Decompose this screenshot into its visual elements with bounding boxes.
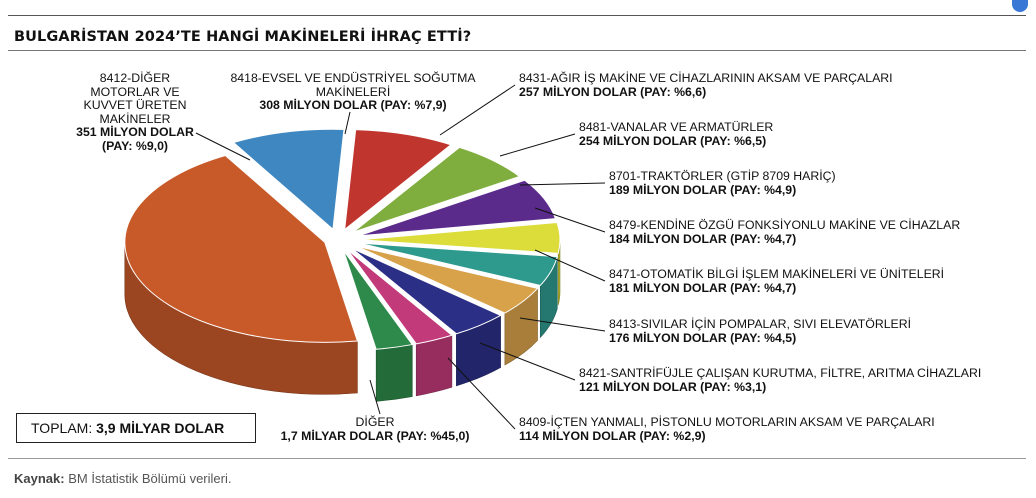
slice-value: 1,7 MİLYAR DOLAR (PAY: %45,0): [280, 428, 470, 443]
slice-value: 176 MİLYON DOLAR (PAY: %4,5): [609, 330, 797, 345]
leader-line: [479, 342, 576, 381]
leader-line: [195, 132, 251, 161]
total-label: TOPLAM:: [31, 420, 93, 436]
slice-side: [415, 334, 453, 397]
slice-9: [343, 250, 414, 350]
slice-5: [358, 242, 558, 287]
leader-line: [534, 249, 606, 282]
slice-name: 8471-OTOMATİK BİLGİ İŞLEM MAKİNELERİ VE …: [609, 267, 945, 281]
source-note: Kaynak: BM İstatistik Bölümü verileri.: [14, 471, 231, 486]
slice-value: 351 MİLYON DOLAR: [76, 125, 194, 139]
slice-share: (PAY: %9,0): [101, 138, 169, 153]
title-rule: [8, 50, 1026, 51]
slice-0: [232, 128, 345, 231]
source-rule: [8, 458, 1026, 459]
slice-label-8409: 8409-İÇTEN YANMALI, PİSTONLU MOTORLARIN …: [519, 415, 959, 443]
slice-1: [344, 129, 452, 231]
slice-name: 8409-İÇTEN YANMALI, PİSTONLU MOTORLARIN …: [519, 415, 935, 429]
slice-name: 8412-DİĞER MOTORLAR VE KUVVET ÜRETEN MAK…: [83, 71, 187, 126]
leader-line: [534, 207, 606, 233]
slice-value: 257 MİLYON DOLAR (PAY: %6,6): [519, 84, 707, 99]
slice-6: [356, 245, 539, 314]
pie-tops: [124, 128, 561, 350]
slice-name: 8701-TRAKTÖRLER (GTİP 8709 HARİÇ): [609, 169, 836, 183]
slice-label-8421: 8421-SANTRİFÜJLE ÇALIŞAN KURUTMA, FİLTRE…: [579, 366, 1019, 394]
slice-3: [358, 179, 557, 237]
slice-label-8412: 8412-DİĞER MOTORLAR VE KUVVET ÜRETEN MAK…: [66, 71, 204, 153]
slice-8: [347, 249, 453, 345]
leader-line: [519, 317, 606, 332]
slice-name: 8421-SANTRİFÜJLE ÇALIŞAN KURUTMA, FİLTRE…: [579, 366, 982, 380]
leader-line: [344, 111, 351, 135]
slice-value: 189 MİLYON DOLAR (PAY: %4,9): [609, 182, 797, 197]
slice-side: [375, 344, 413, 402]
leader-line: [439, 84, 516, 136]
leader-line: [447, 357, 516, 430]
slice-value: 121 MİLYON DOLAR (PAY: %3,1): [579, 379, 767, 394]
chart-title: BULGARİSTAN 2024’TE HANGİ MAKİNELERİ İHR…: [14, 29, 472, 45]
slice-label-8418: 8418-EVSEL VE ENDÜSTRİYEL SOĞUTMA MAKİNE…: [228, 71, 478, 113]
slice-name: 8481-VANALAR VE ARMATÜRLER: [579, 120, 774, 134]
slice-name: DİĞER: [355, 415, 395, 429]
slice-2: [353, 146, 521, 233]
pie-sides: [124, 239, 561, 402]
slice-name: 8431-AĞIR İŞ MAKİNE VE CİHAZLARININ AKSA…: [519, 71, 893, 85]
slice-name: 8413-SIVILAR İÇİN POMPALAR, SIVI ELEVATÖ…: [609, 317, 912, 331]
slice-7: [351, 248, 502, 335]
slice-value: 308 MİLYON DOLAR (PAY: %7,9): [259, 98, 447, 112]
slice-label-8431: 8431-AĞIR İŞ MAKİNE VE CİHAZLARININ AKSA…: [519, 71, 939, 99]
slice-name: 8418-EVSEL VE ENDÜSTRİYEL SOĞUTMA MAKİNE…: [230, 71, 476, 99]
slice-name: 8479-KENDİNE ÖZGÜ FONKSİYONLU MAKİNE VE …: [609, 218, 961, 232]
source-text: BM İstatistik Bölümü verileri.: [68, 471, 232, 486]
corner-accent-dot: [1012, 0, 1028, 12]
slice-label-8471: 8471-OTOMATİK BİLGİ İŞLEM MAKİNELERİ VE …: [609, 267, 1029, 295]
total-box: TOPLAM: 3,9 MİLYAR DOLAR: [16, 413, 256, 443]
slice-label-8479: 8479-KENDİNE ÖZGÜ FONKSİYONLU MAKİNE VE …: [609, 218, 1029, 246]
leader-line: [369, 379, 381, 415]
slice-label-8701: 8701-TRAKTÖRLER (GTİP 8709 HARİÇ) 189 Mİ…: [609, 169, 909, 197]
slice-4: [359, 221, 561, 254]
leader-line: [519, 182, 606, 186]
leader-line: [499, 133, 576, 157]
source-label: Kaynak:: [14, 471, 65, 486]
slice-label-8481: 8481-VANALAR VE ARMATÜRLER 254 MİLYON DO…: [579, 120, 879, 148]
top-rule: [8, 15, 1026, 16]
slice-value: 114 MİLYON DOLAR (PAY: %2,9): [519, 428, 706, 443]
slice-label-diger: DİĞER 1,7 MİLYAR DOLAR (PAY: %45,0): [270, 415, 480, 443]
slice-value: 181 MİLYON DOLAR (PAY: %4,7): [609, 280, 797, 295]
slice-label-8413: 8413-SIVILAR İÇİN POMPALAR, SIVI ELEVATÖ…: [609, 317, 1029, 345]
slice-10: [124, 155, 359, 343]
slice-value: 184 MİLYON DOLAR (PAY: %4,7): [609, 231, 797, 246]
total-value: 3,9 MİLYAR DOLAR: [96, 420, 225, 436]
slice-value: 254 MİLYON DOLAR (PAY: %6,5): [579, 133, 767, 148]
